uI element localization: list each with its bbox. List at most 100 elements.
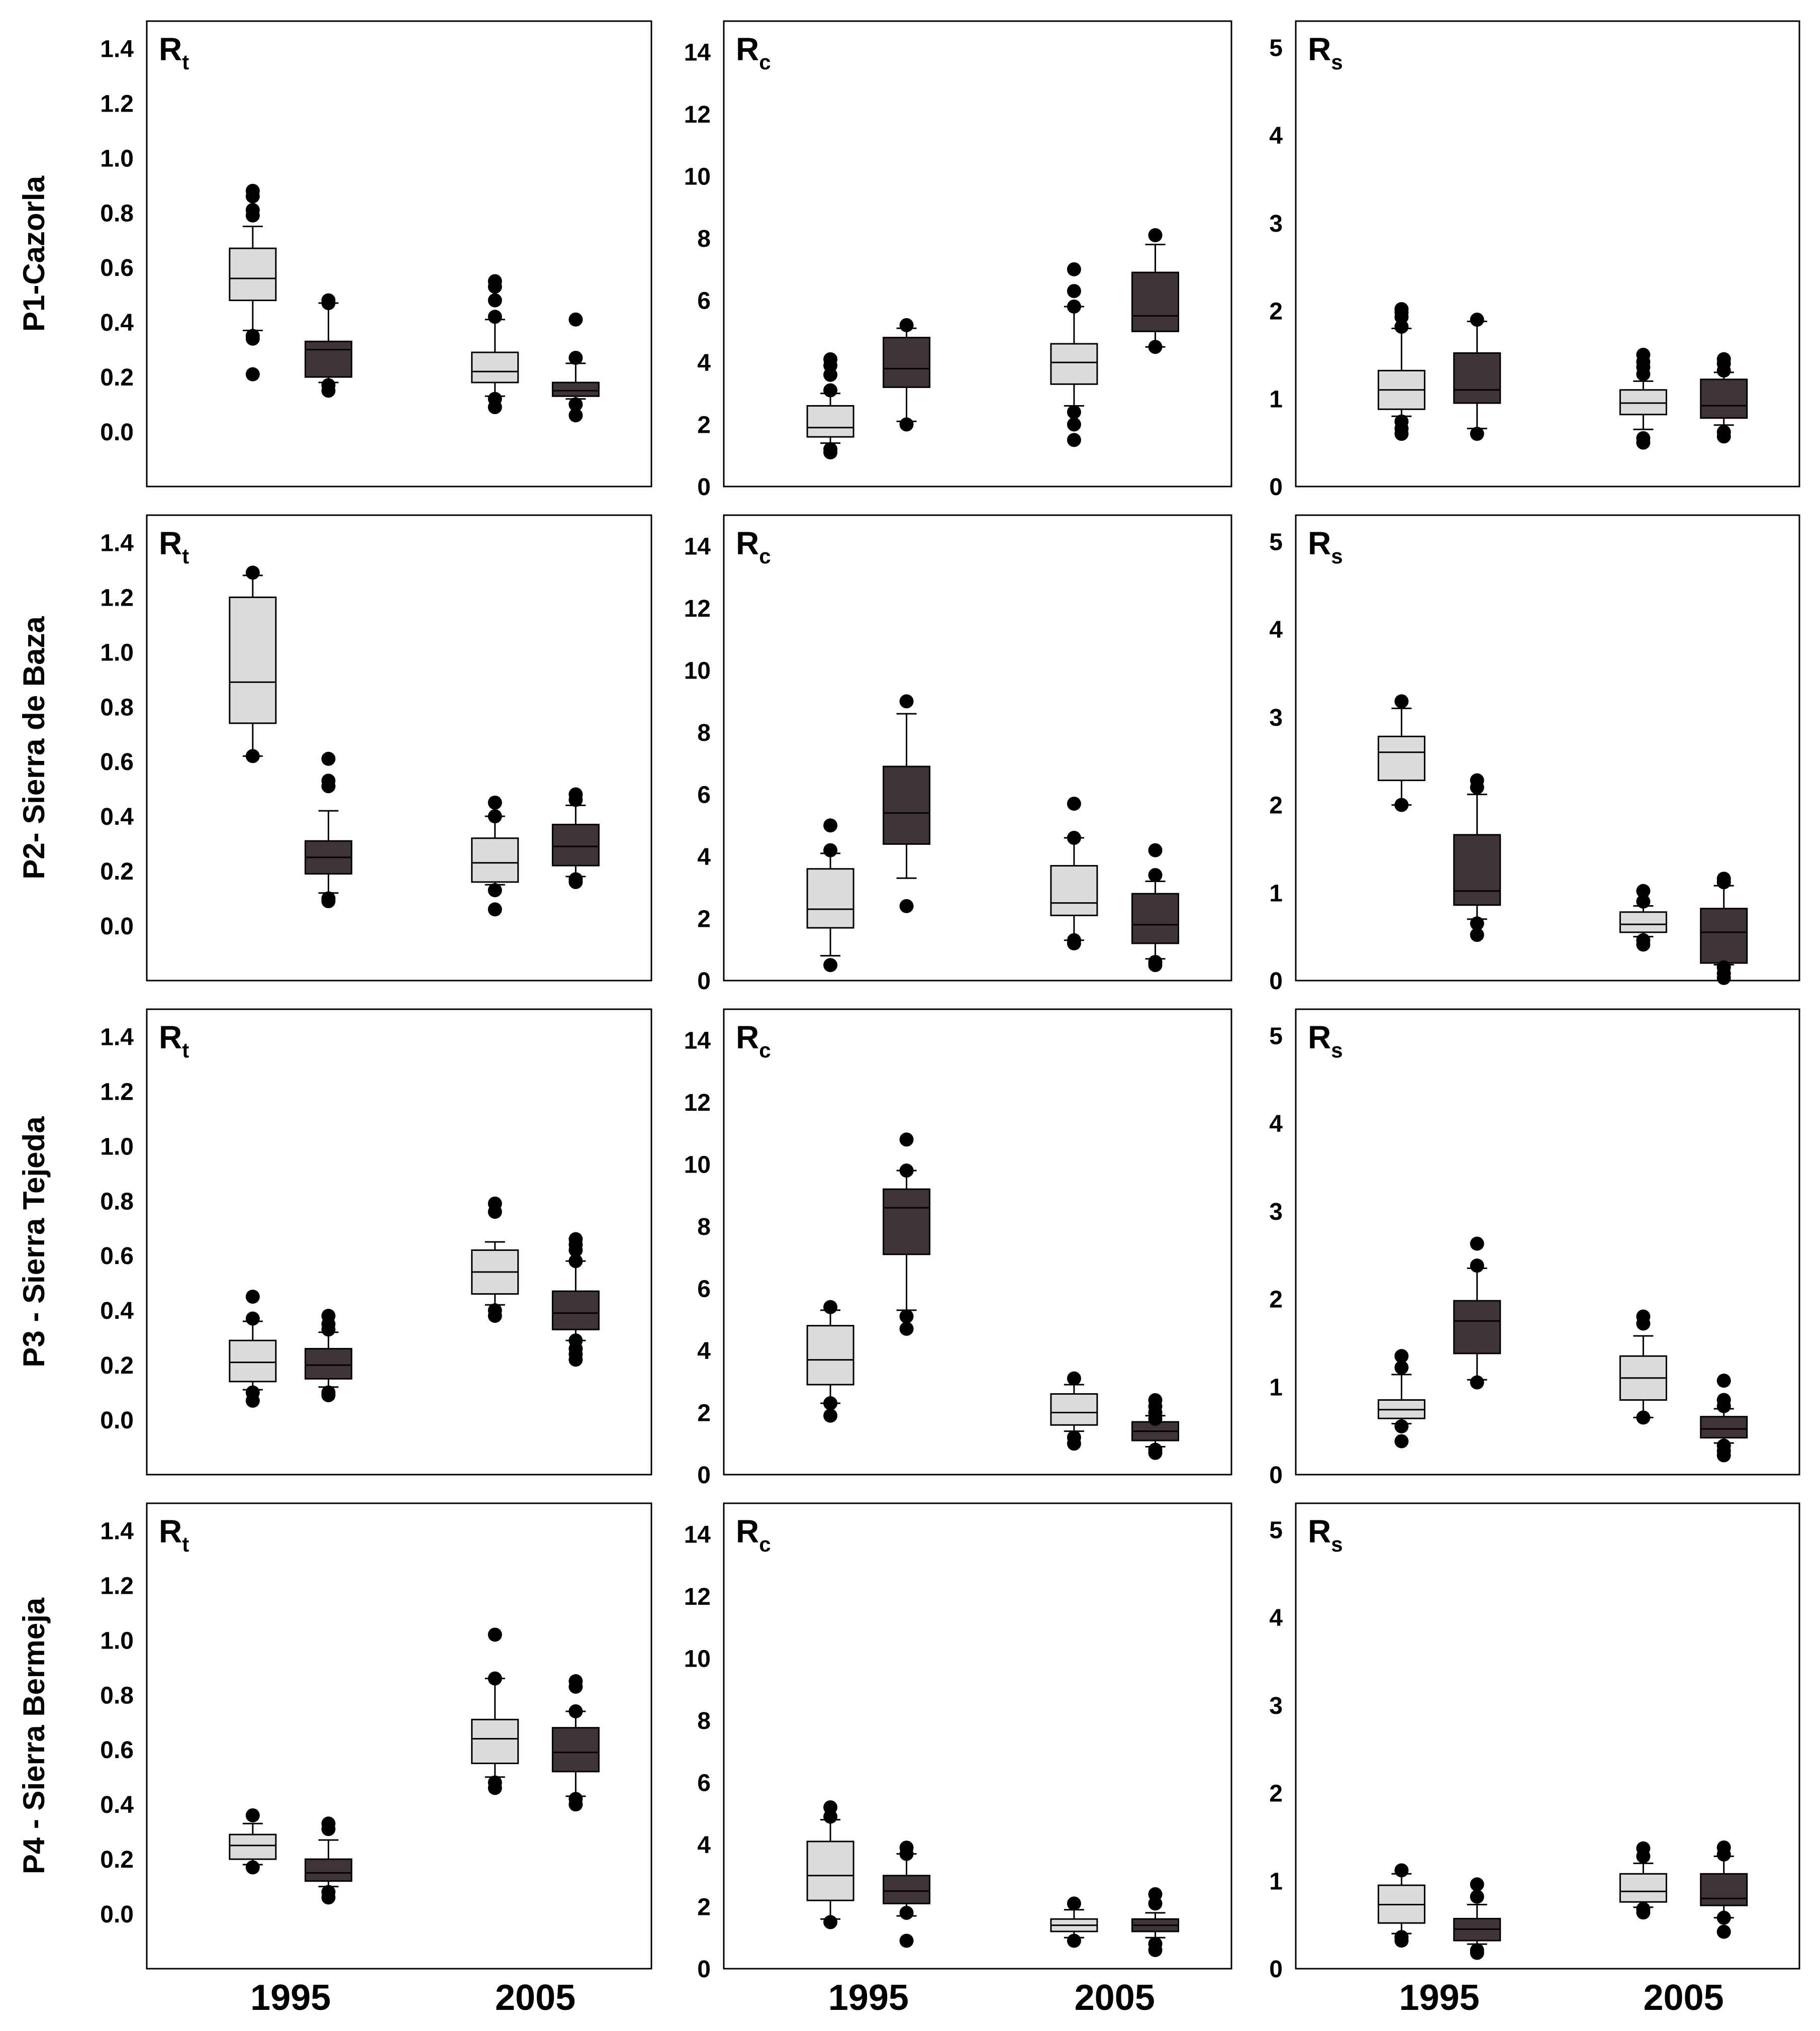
outlier-point — [568, 1243, 583, 1258]
box-iqr — [1050, 343, 1098, 385]
box-1995-light — [806, 818, 854, 973]
y-tick-label: 0.2 — [100, 364, 134, 391]
outlier-point — [823, 843, 838, 857]
outlier-point — [1470, 928, 1484, 942]
outlier-point — [568, 875, 583, 889]
y-tick-label: 2 — [697, 1400, 711, 1427]
box-1995-dark — [883, 694, 931, 913]
panel-rc-row-3: 0 2 4 6 8 10 12 14 Rc — [684, 1008, 1232, 1489]
row-label: P4 - Sierra Bermeja — [17, 1597, 51, 1874]
panel-frame — [1295, 20, 1800, 488]
panel-label-sub: c — [759, 1532, 771, 1556]
box-iqr — [806, 405, 854, 438]
box-iqr — [551, 1727, 600, 1773]
box-iqr — [229, 596, 277, 724]
y-tick-label: 8 — [697, 1708, 711, 1734]
y-tick-label: 1.0 — [100, 1133, 134, 1160]
box-2005-light — [1619, 1841, 1667, 1920]
outlier-point — [1394, 798, 1409, 812]
panel-label: Rs — [1308, 1019, 1343, 1062]
outlier-point — [1716, 429, 1731, 444]
box-2005-light — [471, 274, 519, 415]
box-2005-dark — [1700, 352, 1748, 444]
box-iqr — [1700, 1873, 1748, 1906]
y-tick-label: 5 — [1269, 1517, 1283, 1543]
outlier-point — [1470, 427, 1484, 441]
y-tick-label: 5 — [1269, 529, 1283, 555]
box-2005-dark — [1700, 1840, 1748, 1939]
y-tick-label: 6 — [697, 1770, 711, 1797]
outlier-point — [245, 331, 260, 346]
panel-label-sub: s — [1331, 544, 1343, 568]
box-1995-light — [806, 1300, 854, 1423]
outlier-point — [321, 1322, 336, 1337]
outlier-point — [899, 899, 914, 913]
panel-frame — [146, 514, 652, 982]
outlier-point — [1636, 1905, 1651, 1920]
outlier-point — [321, 751, 336, 766]
outlier-point — [245, 367, 260, 381]
panel-label: Rc — [736, 525, 771, 568]
outlier-point — [1394, 1419, 1409, 1433]
panel-frame — [723, 514, 1232, 982]
box-iqr — [806, 868, 854, 929]
y-tick-label: 4 — [697, 1338, 711, 1365]
outlier-point — [823, 818, 838, 833]
y-tick-label: 0 — [697, 474, 711, 501]
outlier-point — [321, 1890, 336, 1905]
y-tick-label: 0.4 — [100, 1298, 134, 1324]
outlier-point — [1394, 1863, 1409, 1878]
outlier-point — [1148, 1943, 1163, 1957]
y-tick-label: 2 — [1269, 299, 1283, 325]
outlier-point — [321, 296, 336, 311]
y-tick-label: 0.2 — [100, 1352, 134, 1379]
y-tick-label: 1 — [1269, 880, 1283, 907]
panel-label-sub: s — [1331, 1532, 1343, 1556]
row-3: P3 - Sierra Tejeda 0.0 0.2 0.4 0.6 0.8 1.0 1.2 1… — [17, 1008, 1800, 1489]
outlier-point — [899, 1905, 914, 1920]
panel-label: Rt — [159, 31, 189, 74]
box-1995-light — [229, 1289, 277, 1408]
y-tick-label: 12 — [684, 1090, 711, 1116]
outlier-point — [1470, 1375, 1484, 1390]
outlier-point — [899, 318, 914, 332]
outlier-point — [1636, 1410, 1651, 1425]
box-iqr — [883, 1188, 931, 1255]
y-tick-label: 10 — [684, 164, 711, 190]
outlier-point — [1067, 433, 1081, 447]
panel-rc-row-2: 0 2 4 6 8 10 12 14 Rc — [684, 514, 1232, 995]
outlier-point — [1470, 780, 1484, 795]
outlier-point — [823, 367, 838, 382]
box-1995-dark — [1453, 313, 1501, 441]
panel-label: Rc — [736, 31, 771, 74]
box-2005-dark — [1131, 1393, 1179, 1460]
outlier-point — [488, 1671, 502, 1686]
outlier-point — [245, 189, 260, 204]
box-1995-dark — [1453, 1236, 1501, 1390]
y-tick-label: 0.0 — [100, 419, 134, 446]
panel-rc-row-4: 0 2 4 6 8 10 12 14 Rc 1995 2005 — [684, 1502, 1232, 2018]
panel-label-sub: t — [182, 1532, 189, 1556]
outlier-point — [1394, 427, 1409, 441]
y-tick-label: 5 — [1269, 35, 1283, 61]
outlier-point — [1636, 1316, 1651, 1331]
y-tick-label: 0 — [697, 1462, 711, 1489]
outlier-point — [1148, 843, 1163, 857]
y-tick-label: 3 — [1269, 705, 1283, 731]
outlier-point — [823, 1915, 838, 1929]
outlier-point — [1067, 1436, 1081, 1451]
box-iqr — [551, 381, 600, 397]
outlier-point — [1148, 958, 1163, 973]
y-tick-label: 1.0 — [100, 145, 134, 172]
outlier-point — [1067, 1933, 1081, 1948]
outlier-point — [568, 408, 583, 423]
box-iqr — [1050, 865, 1098, 916]
outlier-point — [488, 400, 502, 415]
outlier-point — [1636, 937, 1651, 952]
box-iqr — [229, 1339, 277, 1383]
y-tick-label: 0.6 — [100, 255, 134, 281]
panel-label: Rs — [1308, 1513, 1343, 1556]
panel-label-sub: s — [1331, 1038, 1343, 1062]
y-tick-label: 3 — [1269, 1199, 1283, 1225]
